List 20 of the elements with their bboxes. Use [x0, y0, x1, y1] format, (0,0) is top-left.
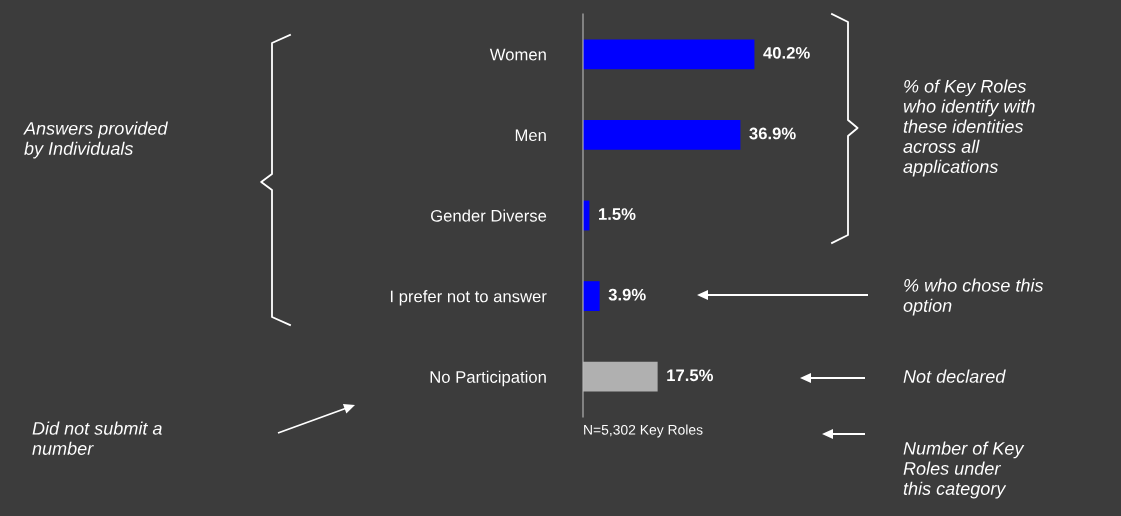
text: % of Key Roles who identify with these identities across all applications [903, 79, 1035, 177]
data-label: 17.5% [667, 369, 714, 382]
text: % who chose this option [903, 278, 1044, 316]
y-tick-label: Men [515, 129, 546, 142]
text: Did not submit a number [32, 421, 162, 455]
text: Number of Key Roles under this category [903, 441, 1025, 499]
text: N=5,302 Key Roles [584, 424, 703, 438]
y-tick-label: Women [489, 48, 546, 61]
bar [583, 119, 741, 150]
data-label: 40.2% [763, 46, 810, 59]
data-label: 36.9% [749, 127, 796, 140]
text: Answers provided by Individuals [23, 121, 168, 159]
data-label: 3.9% [608, 288, 646, 301]
text: Not declared [903, 369, 1006, 383]
data-label: 1.5% [599, 208, 636, 220]
y-tick-label: No Participation [430, 370, 546, 387]
y-tick-label: Gender Diverse [431, 209, 547, 222]
y-tick-label: I prefer not to answer [390, 290, 547, 306]
bar [583, 281, 600, 312]
bar [583, 39, 755, 70]
